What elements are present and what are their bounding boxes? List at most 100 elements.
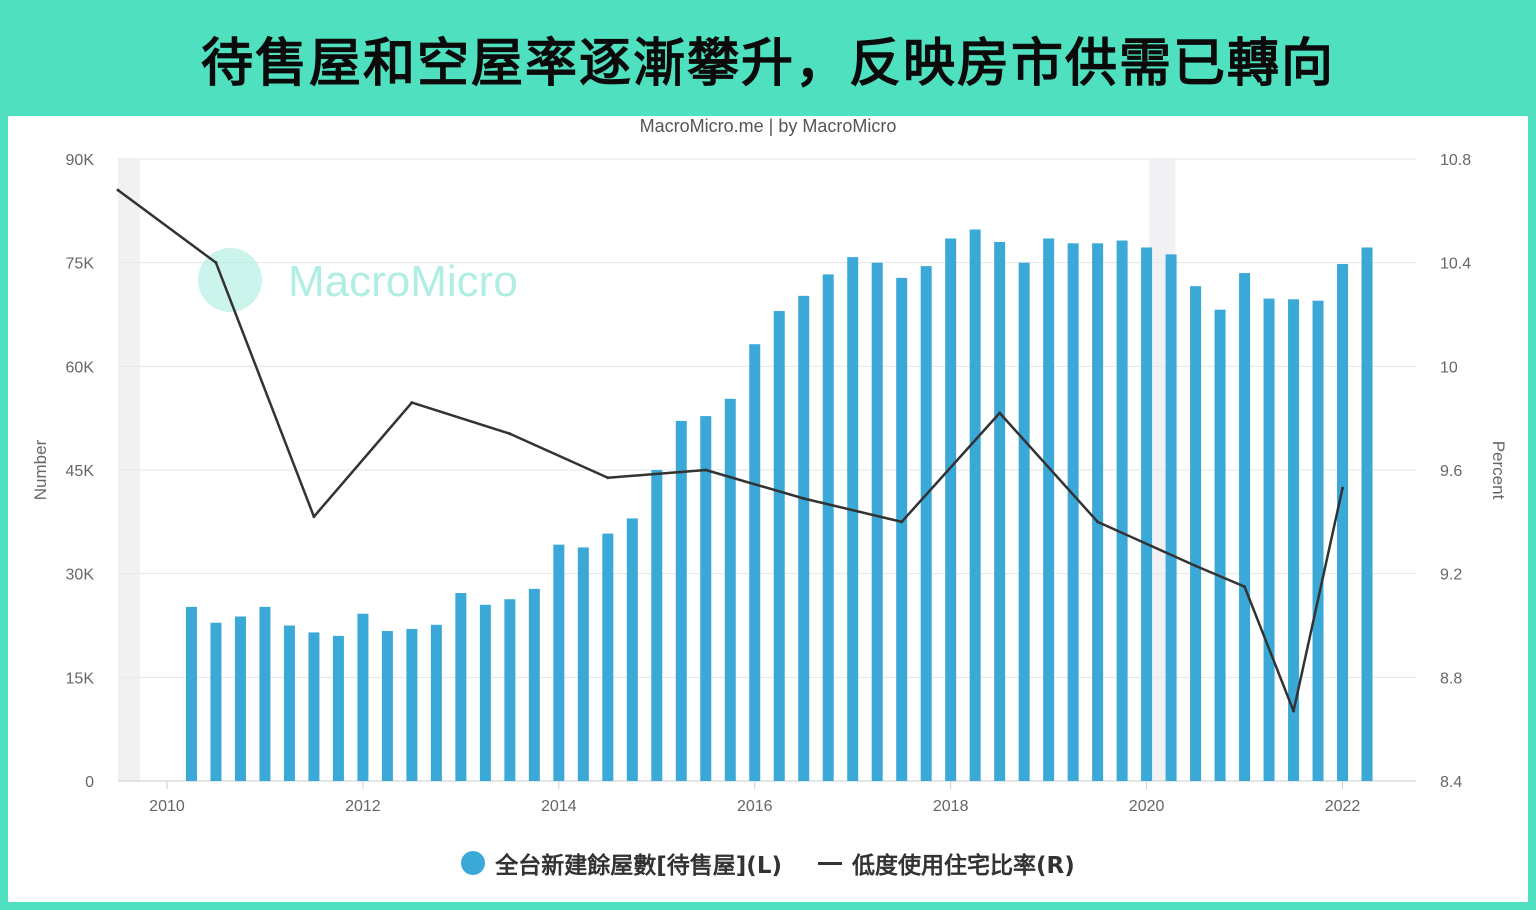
line-point (1292, 709, 1296, 713)
y-right-tick-label: 10 (1440, 359, 1458, 376)
y-right-tick-label: 9.6 (1440, 463, 1462, 480)
bar (455, 593, 467, 781)
chart-panel: MacroMicro.me | by MacroMicro 0 15K 30K 45K… (8, 116, 1528, 902)
bar (945, 238, 957, 781)
chart-source: MacroMicro.me | by MacroMicro (639, 116, 897, 136)
bar (651, 470, 663, 781)
bar (234, 616, 246, 781)
bar (332, 635, 344, 781)
x-tick-label: 2010 (149, 798, 185, 815)
legend-item-bars[interactable]: 全台新建餘屋數[待售屋](L) (461, 846, 782, 880)
legend-line-marker (817, 861, 842, 865)
bar (847, 257, 859, 781)
bar (1263, 298, 1275, 781)
y-left-tick-label: 60K (66, 359, 95, 376)
line-point (1096, 520, 1100, 524)
x-tick-label: 2018 (933, 798, 969, 815)
bar (724, 398, 736, 781)
bar (969, 229, 981, 781)
bar (749, 344, 761, 781)
y-left-tick-label: 15K (66, 670, 95, 687)
bar (1018, 262, 1030, 781)
line-point (1341, 486, 1345, 490)
y-left-tick-label: 75K (66, 256, 95, 273)
line-point (1194, 564, 1198, 568)
bar (577, 547, 589, 781)
x-tick-label: 2016 (737, 798, 773, 815)
y-left-tick-label: 45K (66, 463, 95, 480)
bar (675, 420, 687, 781)
bar (1092, 243, 1104, 781)
line-point (900, 520, 904, 524)
bar (773, 311, 785, 781)
bar (1288, 299, 1300, 781)
bar (381, 631, 393, 781)
y-right-tick-label: 9.2 (1440, 567, 1462, 584)
x-tick-label: 2014 (541, 798, 577, 815)
x-tick-label: 2022 (1325, 798, 1361, 815)
bar (920, 266, 932, 782)
bar (798, 295, 810, 781)
line-point (802, 497, 806, 501)
y-right-tick-label: 8.8 (1440, 670, 1462, 687)
y-right-tick-label: 8.4 (1440, 774, 1462, 791)
bar (871, 262, 883, 781)
bar (185, 606, 197, 781)
bar (896, 277, 908, 781)
watermark-logo-icon (198, 248, 262, 312)
bar (553, 544, 565, 781)
bar (283, 625, 295, 781)
line-point (410, 401, 414, 405)
y-right-axis-title: Percent (1489, 441, 1508, 500)
y-left-tick-label: 90K (66, 152, 95, 169)
y-left-axis-title: Number (31, 439, 50, 500)
page-title: 待售屋和空屋率逐漸攀升，反映房市供需已轉向 (200, 33, 1335, 94)
y-right-tick-label: 10.4 (1440, 256, 1471, 273)
bar (406, 628, 418, 781)
bar (357, 613, 369, 781)
bar (994, 241, 1006, 781)
bar (822, 274, 834, 781)
line-point (312, 515, 316, 519)
line-point (998, 411, 1002, 415)
y-right-tick-label: 10.8 (1440, 152, 1471, 169)
bar (1165, 254, 1177, 781)
legend: 全台新建餘屋數[待售屋](L) 低度使用住宅比率(R) (8, 846, 1528, 880)
line-point (704, 468, 708, 472)
x-tick-label: 2020 (1129, 798, 1165, 815)
bar (1214, 309, 1226, 781)
line-point (116, 188, 120, 192)
bar (528, 588, 540, 781)
bar (1190, 286, 1202, 781)
bar (430, 624, 442, 781)
bar (1239, 273, 1251, 781)
bar (1043, 238, 1055, 781)
y-left-tick-label: 30K (66, 567, 95, 584)
y-left-tick-label: 0 (85, 774, 94, 791)
bar (1361, 247, 1373, 781)
bar (1116, 240, 1128, 781)
bar (1337, 264, 1349, 781)
line-point (214, 261, 218, 265)
bar (626, 518, 638, 781)
legend-bar-label: 全台新建餘屋數[待售屋](L) (495, 853, 782, 879)
line-point (508, 432, 512, 436)
legend-bar-marker (461, 851, 486, 875)
chart: 0 15K 30K 45K 60K 75K 90K 8.4 8.8 9.2 9.6 10 10.4 10.… (31, 152, 1508, 815)
bar (210, 622, 222, 781)
bar (700, 416, 712, 781)
x-tick-label: 2012 (345, 798, 381, 815)
line-point (1243, 585, 1247, 589)
bar (308, 632, 320, 781)
legend-line-label: 低度使用住宅比率(R) (851, 853, 1075, 879)
bar (1312, 300, 1324, 781)
line-point (606, 476, 610, 480)
bar (479, 604, 491, 781)
bar (504, 599, 516, 781)
bar (602, 533, 614, 781)
watermark-text: MacroMicro (288, 257, 518, 306)
legend-item-line[interactable]: 低度使用住宅比率(R) (817, 846, 1075, 880)
bar (259, 606, 271, 781)
bar (1067, 243, 1079, 781)
bar (1141, 247, 1153, 781)
